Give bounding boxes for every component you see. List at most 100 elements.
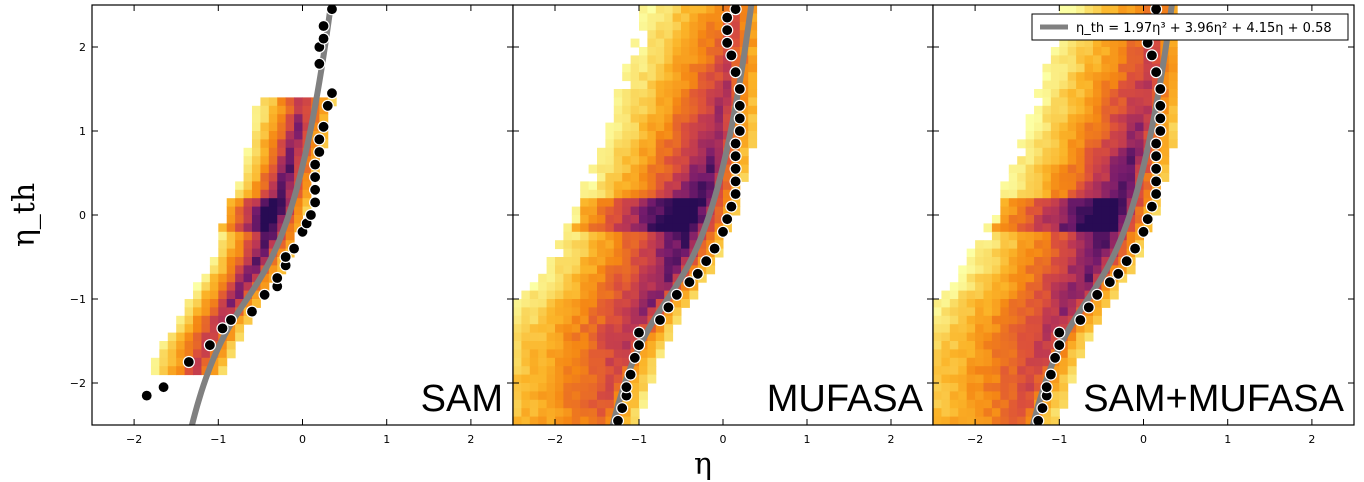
heatmap-cell xyxy=(1067,173,1077,182)
heatmap-cell xyxy=(966,282,976,292)
heatmap-cell xyxy=(714,248,724,258)
heatmap-cell xyxy=(1008,399,1018,409)
heatmap-cell xyxy=(1059,72,1069,82)
heatmap-cell xyxy=(1092,55,1102,65)
heatmap-cell xyxy=(731,21,741,31)
median-point xyxy=(313,57,326,70)
heatmap-cell xyxy=(521,383,531,392)
heatmap-cell xyxy=(1092,265,1102,275)
heatmap-cell xyxy=(639,122,648,132)
heatmap-cell xyxy=(538,290,548,300)
heatmap-cell xyxy=(605,122,615,132)
heatmap-cell xyxy=(681,189,690,199)
heatmap-cell xyxy=(605,181,615,191)
heatmap-cell xyxy=(605,240,615,250)
heatmap-cell xyxy=(613,139,623,149)
heatmap-cell xyxy=(613,290,623,300)
heatmap-cell xyxy=(1109,240,1119,250)
heatmap-cell xyxy=(201,273,211,283)
heatmap-cell xyxy=(1050,72,1060,82)
heatmap-cell xyxy=(1067,189,1077,199)
heatmap-cell xyxy=(991,290,1001,300)
heatmap-cell xyxy=(1160,156,1170,166)
heatmap-cell xyxy=(681,122,690,132)
heatmap-cell xyxy=(689,290,699,300)
heatmap-cell xyxy=(639,80,648,90)
heatmap-cell xyxy=(655,72,665,82)
heatmap-cell xyxy=(251,206,261,216)
heatmap-cell xyxy=(647,156,657,166)
heatmap-cell xyxy=(664,122,674,132)
heatmap-cell xyxy=(1076,223,1086,233)
heatmap-cell xyxy=(1076,38,1086,48)
x-tick-label: −2 xyxy=(126,433,142,446)
heatmap-cell xyxy=(655,273,665,283)
heatmap-cell xyxy=(226,257,236,266)
heatmap-cell xyxy=(597,324,606,334)
heatmap-cell xyxy=(597,273,606,283)
heatmap-cell xyxy=(1109,282,1119,292)
median-point xyxy=(157,381,170,394)
heatmap-cell xyxy=(1059,89,1069,98)
heatmap-cell xyxy=(647,257,657,266)
heatmap-cell xyxy=(294,97,303,107)
heatmap-cell xyxy=(664,223,674,233)
heatmap-cell xyxy=(714,215,724,224)
heatmap-cell xyxy=(706,38,716,48)
heatmap-cell xyxy=(681,105,690,115)
heatmap-cell xyxy=(664,282,674,292)
heatmap-cell xyxy=(513,408,522,418)
heatmap-cell xyxy=(538,273,548,283)
heatmap-cell xyxy=(1067,332,1077,342)
heatmap-cell xyxy=(1008,408,1018,418)
heatmap-cell xyxy=(1000,248,1010,258)
median-point xyxy=(700,255,713,268)
heatmap-cell xyxy=(1168,105,1178,115)
heatmap-cell xyxy=(706,21,716,31)
heatmap-cell xyxy=(588,391,598,401)
heatmap-cell xyxy=(268,105,278,115)
heatmap-cell xyxy=(1084,282,1094,292)
median-point xyxy=(1120,255,1133,268)
heatmap-cell xyxy=(1076,273,1086,283)
heatmap-cell xyxy=(622,349,632,359)
heatmap-cell xyxy=(689,47,699,56)
heatmap-cell xyxy=(1076,290,1086,300)
heatmap-cell xyxy=(268,147,278,157)
heatmap-cell xyxy=(571,257,581,266)
heatmap-cell xyxy=(1135,97,1144,107)
heatmap-cell xyxy=(639,374,648,384)
heatmap-cell xyxy=(218,366,228,376)
heatmap-cell xyxy=(966,383,976,392)
heatmap-cell xyxy=(513,399,522,409)
heatmap-cell xyxy=(1025,265,1035,275)
heatmap-cell xyxy=(672,47,682,56)
heatmap-cell xyxy=(150,357,160,367)
median-point xyxy=(683,276,696,289)
heatmap-cell xyxy=(260,223,270,233)
heatmap-cell xyxy=(1101,72,1111,82)
heatmap-cell xyxy=(941,366,951,376)
heatmap-cell xyxy=(689,80,699,90)
heatmap-cell xyxy=(630,282,640,292)
heatmap-cell xyxy=(1118,164,1128,174)
heatmap-cell xyxy=(714,55,724,65)
heatmap-cell xyxy=(580,257,590,266)
median-point xyxy=(632,339,646,352)
heatmap-cell xyxy=(1017,273,1027,283)
heatmap-cell xyxy=(597,416,606,425)
heatmap-cell xyxy=(1118,63,1128,73)
heatmap-cell xyxy=(563,383,573,392)
heatmap-cell xyxy=(949,324,959,334)
heatmap-cell xyxy=(1050,89,1060,98)
heatmap-cell xyxy=(613,257,623,266)
heatmap-cell xyxy=(1118,5,1128,14)
heatmap-cell xyxy=(563,357,573,367)
heatmap-cell xyxy=(681,72,690,82)
heatmap-cell xyxy=(1101,97,1111,107)
heatmap-cell xyxy=(1076,332,1086,342)
heatmap-cell xyxy=(639,399,648,409)
heatmap-cell xyxy=(260,181,270,191)
heatmap-cell xyxy=(941,399,951,409)
heatmap-cell xyxy=(613,97,623,107)
